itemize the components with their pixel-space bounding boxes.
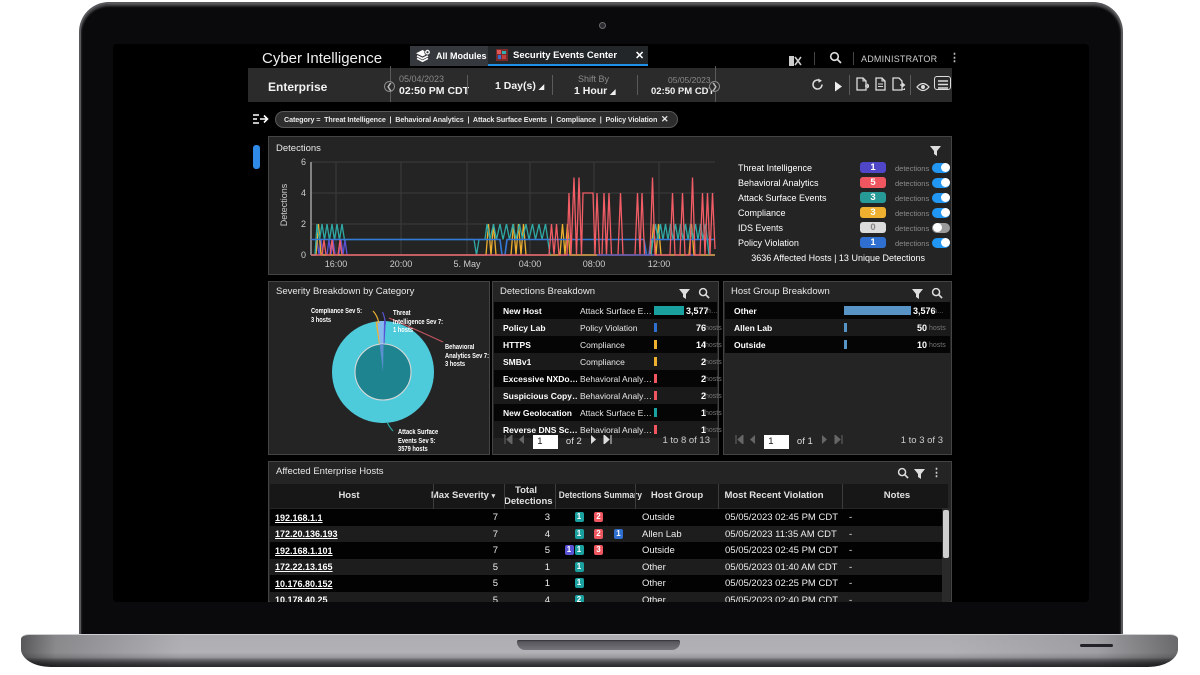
- svg-text:0: 0: [301, 250, 306, 260]
- svg-text:12:00: 12:00: [648, 259, 671, 269]
- svg-text:2: 2: [301, 219, 306, 229]
- svg-text:Detections: Detections: [279, 183, 289, 226]
- svg-text:04:00: 04:00: [519, 259, 542, 269]
- svg-text:08:00: 08:00: [583, 259, 606, 269]
- svg-text:20:00: 20:00: [390, 259, 413, 269]
- svg-text:16:00: 16:00: [325, 259, 348, 269]
- svg-text:6: 6: [301, 157, 306, 167]
- svg-text:5. May: 5. May: [453, 259, 481, 269]
- svg-text:4: 4: [301, 188, 306, 198]
